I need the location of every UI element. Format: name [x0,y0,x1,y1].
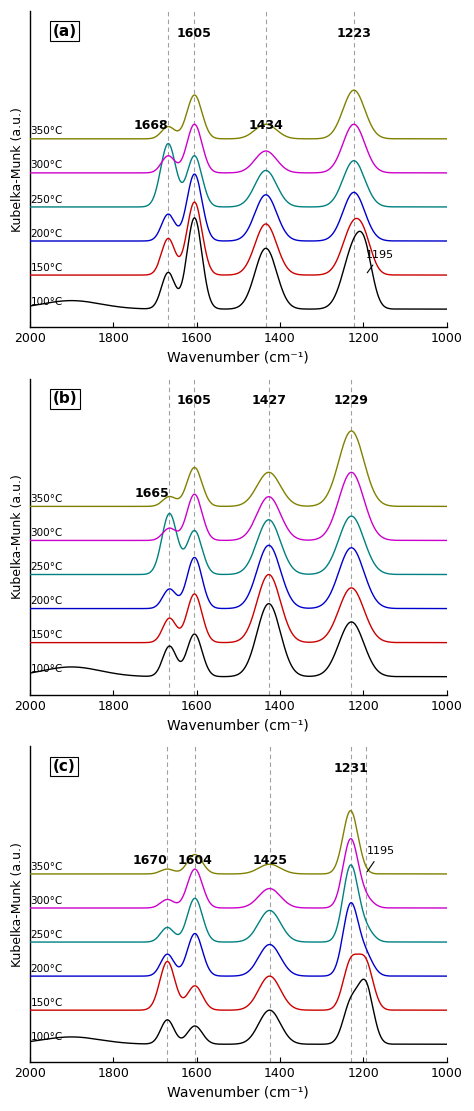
Y-axis label: Kubelka-Munk (a.u.): Kubelka-Munk (a.u.) [11,474,24,599]
Text: 1605: 1605 [177,27,212,40]
X-axis label: Wavenumber (cm⁻¹): Wavenumber (cm⁻¹) [167,1085,309,1100]
Text: 300°C: 300°C [30,528,63,538]
Text: 1223: 1223 [337,27,371,40]
Text: 350°C: 350°C [30,127,63,137]
Text: (b): (b) [53,391,77,407]
Text: 1604: 1604 [177,854,212,868]
Text: 1195: 1195 [367,847,395,872]
Text: 150°C: 150°C [30,630,63,640]
Y-axis label: Kubelka-Munk (a.u.): Kubelka-Munk (a.u.) [11,107,24,232]
Text: 1231: 1231 [333,762,368,775]
X-axis label: Wavenumber (cm⁻¹): Wavenumber (cm⁻¹) [167,719,309,732]
Text: 1229: 1229 [334,394,369,408]
Text: 1434: 1434 [248,119,283,132]
Y-axis label: Kubelka-Munk (a.u.): Kubelka-Munk (a.u.) [11,842,24,967]
Text: 250°C: 250°C [30,562,63,572]
Text: 1670: 1670 [133,854,167,868]
Text: 1668: 1668 [134,119,168,132]
Text: 250°C: 250°C [30,194,63,204]
Text: 1427: 1427 [251,394,286,408]
Text: 150°C: 150°C [30,262,63,272]
Text: 1195: 1195 [366,250,394,273]
Text: 200°C: 200°C [30,229,63,239]
Text: (c): (c) [53,759,75,774]
Text: 100°C: 100°C [30,297,63,307]
X-axis label: Wavenumber (cm⁻¹): Wavenumber (cm⁻¹) [167,351,309,364]
Text: 200°C: 200°C [30,597,63,607]
Text: 350°C: 350°C [30,861,63,871]
Text: 100°C: 100°C [30,664,63,674]
Text: 250°C: 250°C [30,930,63,940]
Text: 1425: 1425 [252,854,287,868]
Text: 100°C: 100°C [30,1032,63,1042]
Text: 1665: 1665 [135,487,170,500]
Text: (a): (a) [53,23,77,39]
Text: 300°C: 300°C [30,160,63,170]
Text: 200°C: 200°C [30,963,63,973]
Text: 300°C: 300°C [30,895,63,905]
Text: 350°C: 350°C [30,494,63,504]
Text: 150°C: 150°C [30,998,63,1008]
Text: 1605: 1605 [177,394,212,408]
